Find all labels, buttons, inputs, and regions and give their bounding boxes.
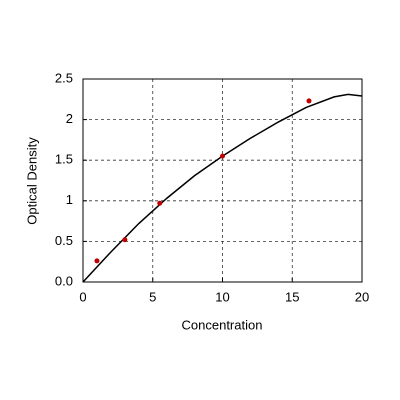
y-tick-label: 2.5 [55, 70, 73, 85]
data-point [94, 258, 100, 264]
y-axis-label: Optical Density [24, 137, 39, 225]
x-tick-label: 0 [79, 289, 86, 304]
y-tick-label: 1 [66, 192, 73, 207]
y-tick-label: 1.5 [55, 152, 73, 167]
x-axis-label: Concentration [182, 317, 263, 332]
data-point [122, 237, 128, 243]
y-tick-label: 0.0 [55, 273, 73, 288]
y-tick-label: 2 [66, 111, 73, 126]
data-point [220, 153, 225, 159]
x-tick-label: 20 [355, 289, 369, 304]
fit-curve [82, 93, 363, 283]
x-tick-label: 10 [215, 289, 229, 304]
data-point [306, 98, 312, 104]
plot-area [82, 78, 363, 283]
x-tick-label: 5 [149, 289, 156, 304]
data-point [157, 200, 163, 206]
x-tick-label: 15 [285, 289, 299, 304]
y-tick-label: 0.5 [55, 233, 73, 248]
